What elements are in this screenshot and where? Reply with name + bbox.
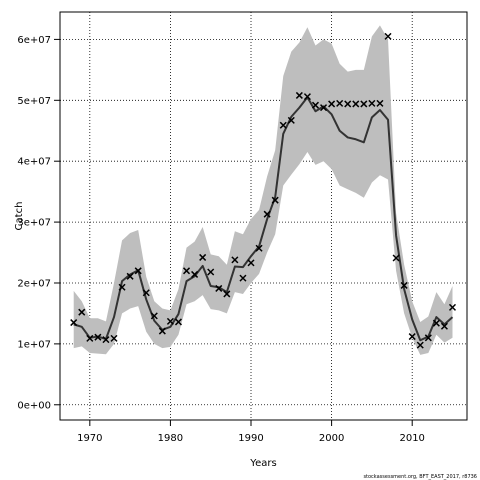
data-point <box>376 99 384 107</box>
data-point <box>70 319 78 327</box>
data-point <box>255 244 263 252</box>
y-tick-label: 5e+07 <box>17 96 51 107</box>
data-point <box>134 267 142 275</box>
data-point <box>295 91 303 99</box>
y-tick-label: 4e+07 <box>17 157 51 168</box>
data-point <box>448 303 457 311</box>
data-point <box>263 210 271 218</box>
data-point <box>320 104 328 112</box>
data-point <box>118 283 126 291</box>
data-point <box>352 100 360 108</box>
data-point <box>223 290 231 298</box>
data-point <box>158 327 166 335</box>
data-point <box>174 318 183 326</box>
data-point <box>102 336 110 344</box>
confidence-band <box>73 25 453 355</box>
y-tick-label: 1e+07 <box>17 339 51 350</box>
data-point <box>344 100 352 108</box>
data-point <box>78 308 86 316</box>
x-axis-ticks: 1970 1980 1990 2000 2010 <box>77 420 425 444</box>
data-point <box>311 101 320 109</box>
data-point <box>94 333 102 341</box>
x-tick-label: 2000 <box>319 433 344 444</box>
data-point <box>336 99 344 107</box>
data-point <box>384 32 392 40</box>
y-axis-ticks: 0e+00 1e+07 2e+07 3e+07 4e+07 5e+07 6e+07 <box>17 35 60 411</box>
data-point <box>328 100 336 108</box>
data-point <box>86 334 94 342</box>
data-point <box>166 317 174 325</box>
data-point <box>287 116 295 124</box>
data-point <box>231 256 239 264</box>
x-axis-label: Years <box>249 458 276 469</box>
data-point <box>215 284 223 292</box>
data-point <box>199 253 207 261</box>
data-point <box>271 196 279 204</box>
x-tick-label: 1970 <box>77 433 102 444</box>
y-tick-label: 3e+07 <box>17 218 51 229</box>
data-point <box>360 100 368 108</box>
data-point <box>400 281 408 289</box>
y-axis-label: Catch <box>14 202 25 231</box>
y-tick-label: 6e+07 <box>17 35 51 46</box>
plot-frame <box>59 11 468 421</box>
observed-catch-points <box>70 32 457 349</box>
y-tick-label: 2e+07 <box>17 278 51 289</box>
footnote: stockassessment.org, BFT_EAST_2017, r873… <box>363 474 477 480</box>
data-point <box>368 99 376 107</box>
data-point <box>239 274 247 282</box>
data-point <box>150 312 158 320</box>
data-point <box>279 121 287 129</box>
data-point <box>408 333 416 341</box>
data-point <box>183 267 191 275</box>
data-point <box>110 334 118 342</box>
data-point <box>142 289 150 297</box>
x-tick-label: 1990 <box>238 433 263 444</box>
data-point <box>432 319 440 327</box>
data-point <box>424 334 432 342</box>
data-point <box>207 268 215 276</box>
data-point <box>416 341 424 349</box>
data-point <box>247 259 255 267</box>
y-tick-label: 0e+00 <box>17 400 51 411</box>
data-point <box>191 270 199 278</box>
data-point <box>303 93 311 101</box>
x-tick-label: 2010 <box>399 433 424 444</box>
data-point <box>440 322 448 330</box>
x-tick-label: 1980 <box>158 433 183 444</box>
estimated-catch-line <box>73 96 454 342</box>
data-point <box>126 272 134 280</box>
data-point <box>392 254 400 262</box>
